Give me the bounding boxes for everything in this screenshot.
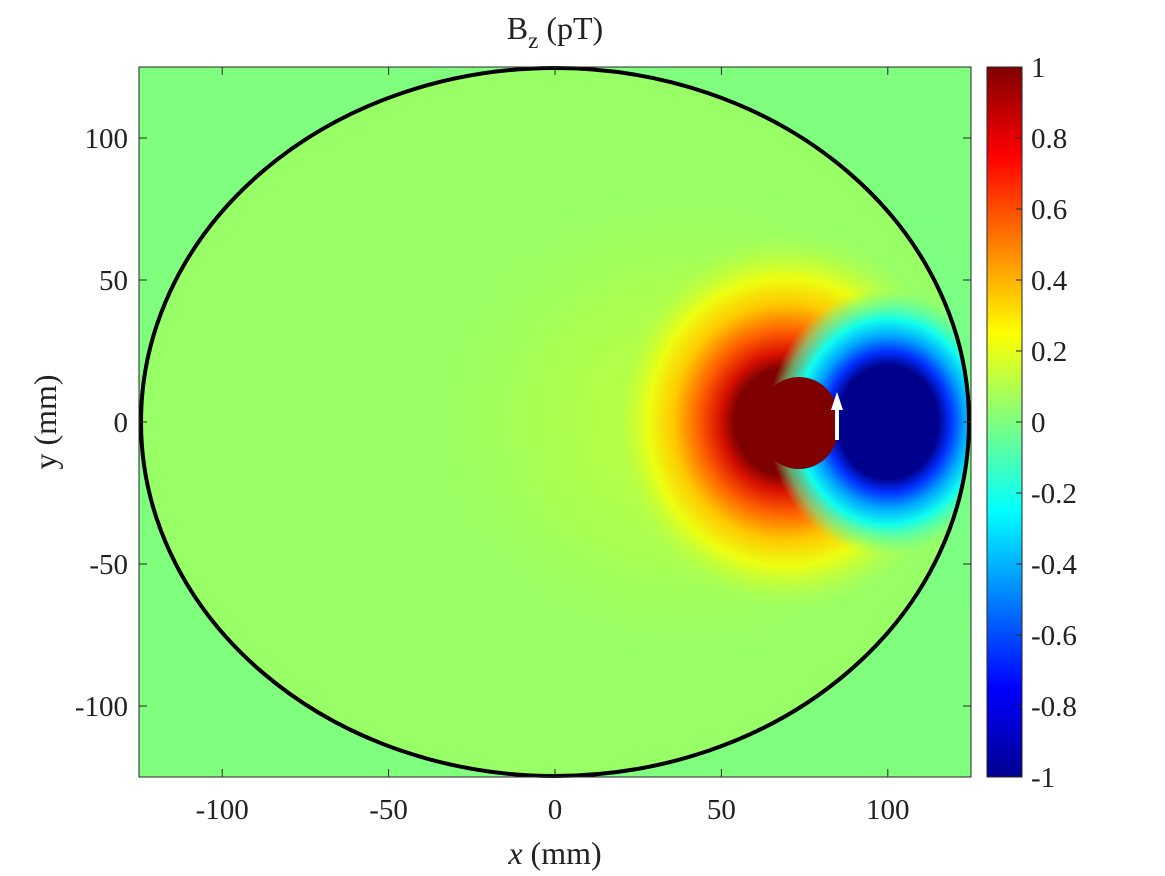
x-axis-var: x: [507, 835, 522, 871]
colorbar-tick-label: 1: [1031, 52, 1046, 84]
dipole-core-negative: [838, 377, 930, 469]
field-map: [139, 67, 971, 777]
y-tick-label: 100: [85, 123, 129, 155]
colorbar: 1 0.8 0.6 0.4 0.2 0 -0.2 -0.4 -0.6 -0.8 -1: [986, 52, 1077, 794]
y-tick-label: -100: [75, 691, 128, 723]
colorbar-tick-label: -0.2: [1031, 478, 1077, 510]
dipole-arrow: [831, 392, 843, 440]
colorbar-tick-label: -0.6: [1031, 620, 1077, 652]
x-axis-label: x (mm): [507, 835, 601, 871]
dipole-core-positive: [760, 377, 838, 469]
y-tick-label: 0: [114, 407, 129, 439]
y-tick-label: -50: [89, 549, 128, 581]
y-axis-ticks: -100 -50 0 50 100: [75, 123, 971, 723]
colorbar-tick-label: 0.6: [1031, 194, 1067, 226]
title-main: B: [507, 10, 528, 46]
colorbar-tick-label: 0.8: [1031, 123, 1067, 155]
title-subscript: z: [528, 28, 538, 53]
chart-title: Bz (pT): [507, 10, 603, 53]
x-tick-label: -50: [369, 794, 408, 826]
x-tick-label: 0: [548, 794, 563, 826]
x-tick-label: -100: [196, 794, 249, 826]
x-tick-label: 50: [707, 794, 736, 826]
x-axis-ticks: -100 -50 0 50 100: [196, 67, 910, 826]
colorbar-tick-label: -1: [1031, 762, 1055, 794]
colorbar-tick-label: 0: [1031, 407, 1046, 439]
y-tick-label: 50: [99, 265, 128, 297]
y-axis-label: y (mm): [27, 374, 63, 469]
title-unit: (pT): [538, 10, 603, 46]
x-tick-label: 100: [866, 794, 910, 826]
x-axis-unit: (mm): [523, 835, 602, 871]
colorbar-tick-label: 0.2: [1031, 336, 1067, 368]
colorbar-tick-label: 0.4: [1031, 265, 1068, 297]
colorbar-ticks: 1 0.8 0.6 0.4 0.2 0 -0.2 -0.4 -0.6 -0.8 -1: [1016, 52, 1077, 794]
colorbar-tick-label: -0.8: [1031, 691, 1077, 723]
colorbar-tick-label: -0.4: [1031, 549, 1077, 581]
